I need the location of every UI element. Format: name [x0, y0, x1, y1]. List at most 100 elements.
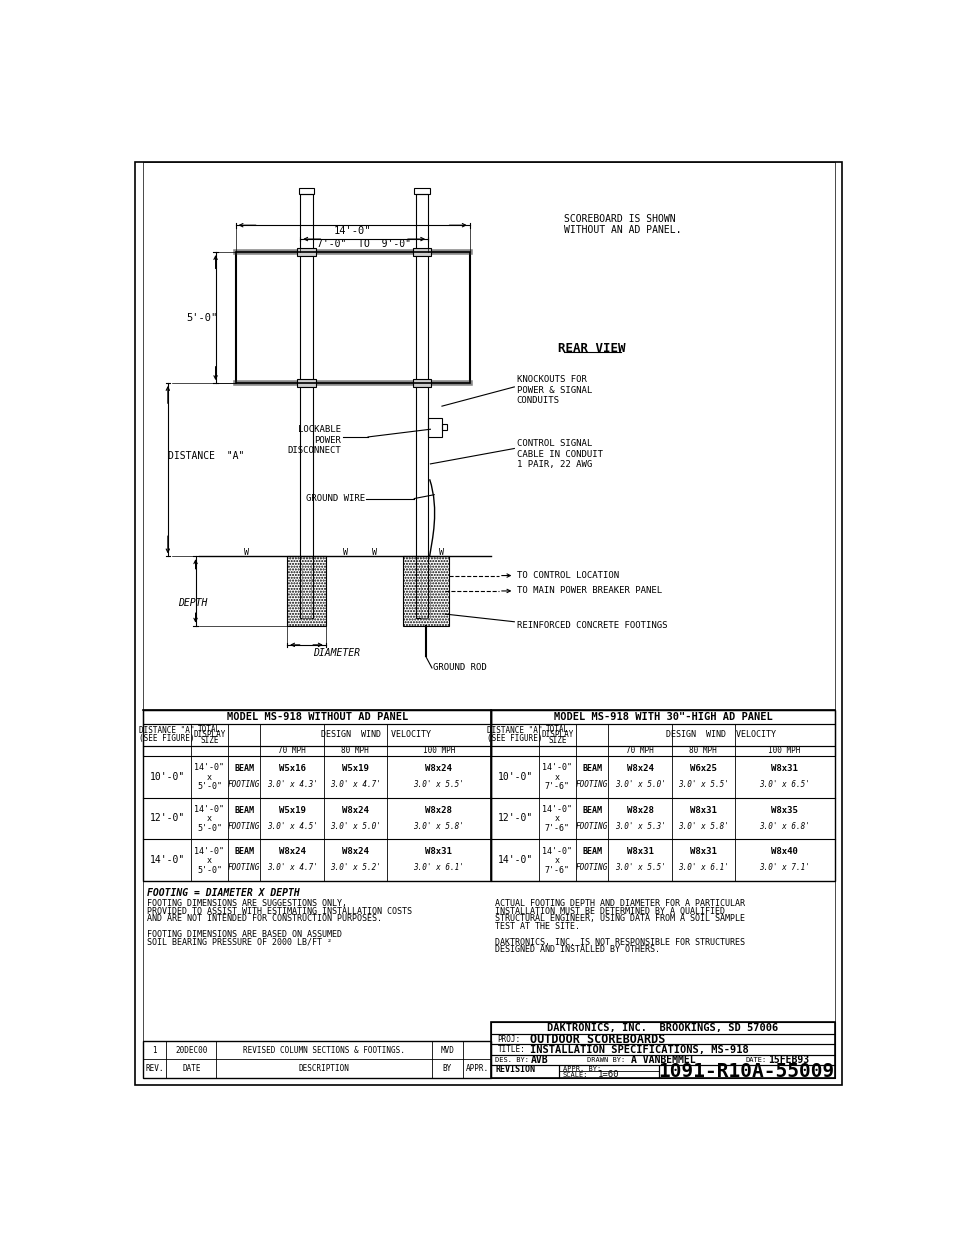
Bar: [416, 194, 428, 618]
Text: 14'-0": 14'-0": [194, 805, 224, 814]
Bar: [143, 724, 491, 746]
Text: W8x28: W8x28: [626, 805, 653, 815]
Text: 14'-0": 14'-0": [150, 856, 185, 866]
Text: TO MAIN POWER BREAKER PANEL: TO MAIN POWER BREAKER PANEL: [517, 587, 661, 595]
Text: 5'-0": 5'-0": [196, 866, 222, 874]
Text: W8x40: W8x40: [770, 847, 798, 856]
Bar: [491, 1066, 558, 1078]
Text: 5'-0": 5'-0": [186, 312, 217, 322]
Text: 3.0' x 6.1': 3.0' x 6.1': [678, 863, 728, 872]
Bar: [659, 1066, 834, 1078]
Text: W5x19: W5x19: [341, 763, 369, 773]
Text: AND ARE NOT INTENDED FOR CONSTRUCTION PURPOSES.: AND ARE NOT INTENDED FOR CONSTRUCTION PU…: [147, 914, 381, 924]
Text: 14'-0": 14'-0": [542, 847, 572, 856]
Text: 15FEB93: 15FEB93: [767, 1055, 809, 1066]
Text: SCOREBOARD IS SHOWN
WITHOUT AN AD PANEL.: SCOREBOARD IS SHOWN WITHOUT AN AD PANEL.: [564, 214, 681, 235]
Text: STRUCTURAL ENGINEER, USING DATA FROM A SOIL SAMPLE: STRUCTURAL ENGINEER, USING DATA FROM A S…: [495, 914, 744, 924]
Text: (SEE FIGURE): (SEE FIGURE): [487, 734, 542, 742]
Text: 12'-0": 12'-0": [150, 814, 185, 824]
Text: x: x: [207, 814, 212, 824]
Bar: [420, 564, 430, 618]
Text: 20DEC00: 20DEC00: [175, 1046, 208, 1055]
Text: 3.0' x 5.2': 3.0' x 5.2': [330, 863, 380, 872]
Text: 3.0' x 5.8': 3.0' x 5.8': [678, 821, 728, 830]
Text: 3.0' x 4.7': 3.0' x 4.7': [267, 863, 317, 872]
Text: APPR. BY:: APPR. BY:: [562, 1066, 600, 1072]
Bar: [297, 379, 315, 387]
Text: SCALE:: SCALE:: [562, 1072, 588, 1077]
Text: DATE: DATE: [182, 1065, 200, 1073]
Bar: [402, 556, 449, 626]
Text: 3.0' x 5.3': 3.0' x 5.3': [614, 821, 665, 830]
Text: SIZE: SIZE: [200, 736, 218, 745]
Bar: [143, 1041, 491, 1078]
Text: 3.0' x 5.5': 3.0' x 5.5': [614, 863, 665, 872]
Text: 14'-0": 14'-0": [194, 763, 224, 772]
Text: W5x16: W5x16: [278, 763, 305, 773]
Text: 12'-0": 12'-0": [497, 814, 532, 824]
Text: INSTALLATION SPECIFICATIONS, MS-918: INSTALLATION SPECIFICATIONS, MS-918: [529, 1045, 748, 1055]
Text: FOOTING: FOOTING: [576, 779, 608, 789]
Text: 3.0' x 6.5': 3.0' x 6.5': [759, 779, 809, 789]
Text: x: x: [555, 856, 559, 866]
Text: GROUND ROD: GROUND ROD: [433, 663, 487, 672]
Text: W8x24: W8x24: [341, 847, 369, 856]
Text: 3.0' x 4.3': 3.0' x 4.3': [267, 779, 317, 789]
Text: 7'-6": 7'-6": [544, 782, 569, 792]
Text: x: x: [207, 856, 212, 866]
Text: 5'-0": 5'-0": [196, 782, 222, 792]
Text: BEAM: BEAM: [233, 763, 253, 773]
Bar: [300, 194, 313, 618]
Text: APPR.: APPR.: [465, 1065, 488, 1073]
Bar: [491, 1045, 834, 1055]
Text: TOTAL: TOTAL: [197, 725, 221, 734]
Text: 3.0' x 5.5': 3.0' x 5.5': [678, 779, 728, 789]
Text: 3.0' x 6.8': 3.0' x 6.8': [759, 821, 809, 830]
Text: W: W: [244, 548, 249, 557]
Text: 80 MPH: 80 MPH: [341, 746, 369, 755]
Text: SIZE: SIZE: [548, 736, 566, 745]
Text: 1=60: 1=60: [597, 1070, 618, 1079]
Text: REV.: REV.: [146, 1065, 164, 1073]
Text: PROVIDED TO ASSIST WITH ESTIMATING INSTALLATION COSTS: PROVIDED TO ASSIST WITH ESTIMATING INSTA…: [147, 906, 412, 916]
Text: MODEL MS-918 WITH 30"-HIGH AD PANEL: MODEL MS-918 WITH 30"-HIGH AD PANEL: [553, 713, 772, 722]
Text: BEAM: BEAM: [233, 805, 253, 815]
Text: BEAM: BEAM: [581, 847, 601, 856]
Text: TITLE:: TITLE:: [497, 1045, 524, 1055]
Text: ACTUAL FOOTING DEPTH AND DIAMETER FOR A PARTICULAR: ACTUAL FOOTING DEPTH AND DIAMETER FOR A …: [495, 899, 744, 908]
Text: DISPLAY: DISPLAY: [540, 730, 573, 740]
Text: DISPLAY: DISPLAY: [193, 730, 225, 740]
Text: 70 MPH: 70 MPH: [278, 746, 306, 755]
Bar: [301, 564, 311, 618]
Text: REVISED COLUMN SECTIONS & FOOTINGS.: REVISED COLUMN SECTIONS & FOOTINGS.: [243, 1046, 405, 1055]
Text: 3.0' x 4.7': 3.0' x 4.7': [330, 779, 380, 789]
Text: FOOTING: FOOTING: [576, 821, 608, 830]
Text: TEST AT THE SITE.: TEST AT THE SITE.: [495, 923, 579, 931]
Bar: [491, 710, 834, 724]
Text: DESCRIPTION: DESCRIPTION: [298, 1065, 349, 1073]
Text: (SEE FIGURE): (SEE FIGURE): [139, 734, 194, 742]
Text: 3.0' x 5.8': 3.0' x 5.8': [413, 821, 464, 830]
Text: FOOTING = DIAMETER X DEPTH: FOOTING = DIAMETER X DEPTH: [147, 888, 299, 898]
Text: FOOTING: FOOTING: [576, 863, 608, 872]
Bar: [287, 556, 325, 626]
Text: BEAM: BEAM: [581, 805, 601, 815]
Bar: [491, 710, 834, 882]
Text: 70 MPH: 70 MPH: [626, 746, 654, 755]
Bar: [235, 252, 469, 383]
Text: 14'-0": 14'-0": [334, 226, 371, 236]
Text: OUTDOOR SCOREBOARDS: OUTDOOR SCOREBOARDS: [529, 1032, 664, 1046]
Text: 80 MPH: 80 MPH: [689, 746, 717, 755]
Text: DESIGN  WIND  VELOCITY: DESIGN WIND VELOCITY: [320, 730, 431, 740]
Text: FOOTING: FOOTING: [228, 863, 260, 872]
Text: 1: 1: [152, 1046, 157, 1055]
Text: TOTAL: TOTAL: [545, 725, 568, 734]
Text: FOOTING DIMENSIONS ARE SUGGESTIONS ONLY,: FOOTING DIMENSIONS ARE SUGGESTIONS ONLY,: [147, 899, 347, 908]
Text: x: x: [555, 814, 559, 824]
Text: TO CONTROL LOCATION: TO CONTROL LOCATION: [517, 571, 618, 580]
Text: DISTANCE "A": DISTANCE "A": [487, 726, 542, 735]
Text: 100 MPH: 100 MPH: [767, 746, 800, 755]
Text: FOOTING: FOOTING: [228, 821, 260, 830]
Text: INSTALLATION MUST BE DETERMINED BY A QUALIFIED: INSTALLATION MUST BE DETERMINED BY A QUA…: [495, 906, 724, 916]
Bar: [491, 1023, 834, 1034]
